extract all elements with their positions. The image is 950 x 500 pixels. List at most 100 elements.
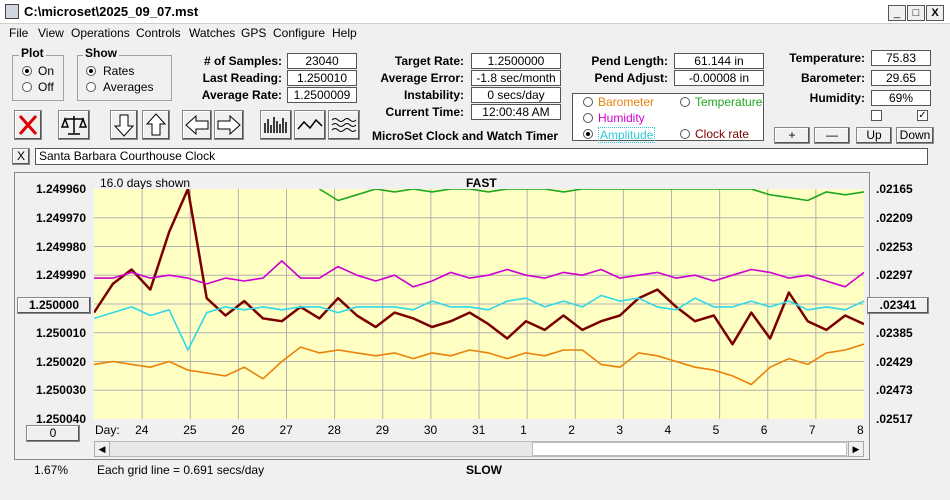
y-left-tick-label: 1.250010: [35, 325, 86, 340]
x-tick-label: 28: [327, 423, 341, 437]
y-right-tick-label: .02473: [876, 383, 913, 398]
up-arrow-button[interactable]: [142, 110, 170, 140]
app-icon: [5, 4, 19, 19]
minus-button[interactable]: —: [814, 127, 850, 144]
series-clock-rate-label: Clock rate: [695, 127, 750, 141]
current-time-label: Current Time:: [385, 105, 464, 119]
series-temperature-label: Temperature: [695, 95, 763, 109]
show-rates-label: Rates: [103, 64, 135, 78]
series-barometer-radio[interactable]: [583, 97, 593, 107]
y-left-tick-label: 1.249960: [35, 182, 86, 196]
x-tick-label: 29: [375, 423, 390, 437]
bar-view-button[interactable]: [260, 110, 292, 140]
menu-controls[interactable]: Controls: [136, 26, 181, 40]
menu-help[interactable]: Help: [332, 26, 357, 40]
env-checkbox-left[interactable]: [871, 110, 882, 121]
offset-button[interactable]: 0: [26, 425, 80, 442]
plot-off-label: Off: [38, 80, 54, 94]
last-reading-value: 1.250010: [287, 70, 357, 86]
menu-view[interactable]: View: [38, 26, 64, 40]
x-tick-label: 30: [423, 423, 438, 437]
menu-gps[interactable]: GPS: [241, 26, 267, 40]
x-tick-label: 27: [279, 423, 293, 437]
scroll-right-button[interactable]: ▶: [848, 441, 864, 457]
scroll-left-button[interactable]: ◀: [94, 441, 110, 457]
series-barometer-label: Barometer: [598, 95, 655, 109]
plot-group-title: Plot: [19, 46, 46, 60]
line-view-button[interactable]: [294, 110, 326, 140]
grid-note-label: Each grid line = 0.691 secs/day: [97, 463, 265, 477]
right-arrow-button[interactable]: [214, 110, 244, 140]
menu-configure[interactable]: Configure: [273, 26, 326, 40]
humidity-label: Humidity:: [809, 91, 865, 105]
plot-on-radio[interactable]: [22, 66, 32, 76]
plot-off-radio[interactable]: [22, 82, 32, 92]
y-right-tick-label: .02253: [876, 239, 913, 254]
pend-adjust-label: Pend Adjust:: [594, 71, 668, 85]
y-right-tick-label: .02517: [876, 412, 913, 426]
instability-label: Instability:: [403, 88, 464, 102]
series-amplitude-label: Amplitude: [598, 127, 656, 143]
maximize-button[interactable]: □: [907, 5, 925, 21]
minimize-button[interactable]: _: [888, 5, 906, 21]
samples-label: # of Samples:: [203, 54, 282, 68]
clock-name-field[interactable]: Santa Barbara Courthouse Clock: [35, 148, 928, 165]
balance-button[interactable]: [58, 110, 90, 140]
current-time-value: 12:00:48 AM: [471, 104, 561, 120]
env-checkbox-right[interactable]: ✓: [917, 110, 928, 121]
series-temperature-radio[interactable]: [680, 97, 690, 107]
show-group-title: Show: [83, 46, 119, 60]
menu-operations[interactable]: Operations: [71, 26, 130, 40]
x-tick-label: 31: [472, 423, 486, 437]
stop-button[interactable]: [14, 110, 42, 140]
average-rate-label: Average Rate:: [201, 88, 282, 102]
menu-file[interactable]: File: [9, 26, 29, 40]
plot-on-label: On: [38, 64, 55, 78]
x-tick-label: 6: [760, 423, 768, 437]
series-amplitude-radio[interactable]: [583, 129, 593, 139]
barometer-label: Barometer:: [800, 71, 865, 85]
x-tick-label: 2: [568, 423, 575, 437]
x-tick-label: 1: [520, 423, 527, 437]
scale-icon: [60, 116, 88, 135]
day-axis-label: Day:: [95, 423, 120, 437]
pend-adjust-value: -0.00008 in: [674, 70, 764, 86]
wave-view-button[interactable]: [328, 110, 360, 140]
series-line-clock_rate: [94, 189, 864, 346]
y-left-tick-label: 1.249980: [35, 239, 86, 254]
menu-watches[interactable]: Watches: [189, 26, 236, 40]
x-tick-label: 25: [183, 423, 197, 437]
up-button[interactable]: Up: [856, 127, 892, 144]
x-tick-label: 8: [857, 423, 864, 437]
down-arrow-button[interactable]: [110, 110, 138, 140]
y-right-tick-label: .02165: [876, 182, 913, 196]
fast-label: FAST: [466, 176, 497, 190]
scroll-thumb[interactable]: [532, 442, 847, 456]
title-bar: C:\microset\2025_09_07.mst _ □ X: [0, 0, 950, 24]
arrow-down-icon: [113, 114, 135, 137]
y-right-tick-label: .02209: [876, 210, 913, 225]
x-tick-label: 5: [712, 423, 720, 437]
show-averages-radio[interactable]: [86, 82, 96, 92]
left-arrow-button[interactable]: [182, 110, 212, 140]
last-reading-label: Last Reading:: [202, 71, 282, 85]
show-rates-radio[interactable]: [86, 66, 96, 76]
down-button[interactable]: Down: [896, 127, 934, 144]
average-error-value: -1.8 sec/month: [471, 70, 561, 86]
series-humidity-radio[interactable]: [583, 113, 593, 123]
x-tick-label: 24: [135, 423, 149, 437]
y-left-tick-label: 1.250030: [35, 383, 86, 398]
series-line-barometer: [94, 343, 864, 386]
plus-button[interactable]: +: [774, 127, 810, 144]
target-rate-value: 1.2500000: [471, 53, 561, 69]
close-button[interactable]: X: [926, 5, 944, 21]
average-error-label: Average Error:: [380, 71, 464, 85]
right-value-button[interactable]: .02341: [867, 297, 929, 314]
clock-close-button[interactable]: X: [12, 148, 30, 165]
barometer-value: 29.65: [871, 70, 931, 86]
series-clock-rate-radio[interactable]: [680, 129, 690, 139]
app-caption: MicroSet Clock and Watch Timer: [372, 129, 559, 143]
center-value-button[interactable]: 1.250000: [17, 297, 91, 314]
y-left-tick-label: 1.250040: [35, 412, 86, 426]
wave-icon: [331, 118, 357, 132]
